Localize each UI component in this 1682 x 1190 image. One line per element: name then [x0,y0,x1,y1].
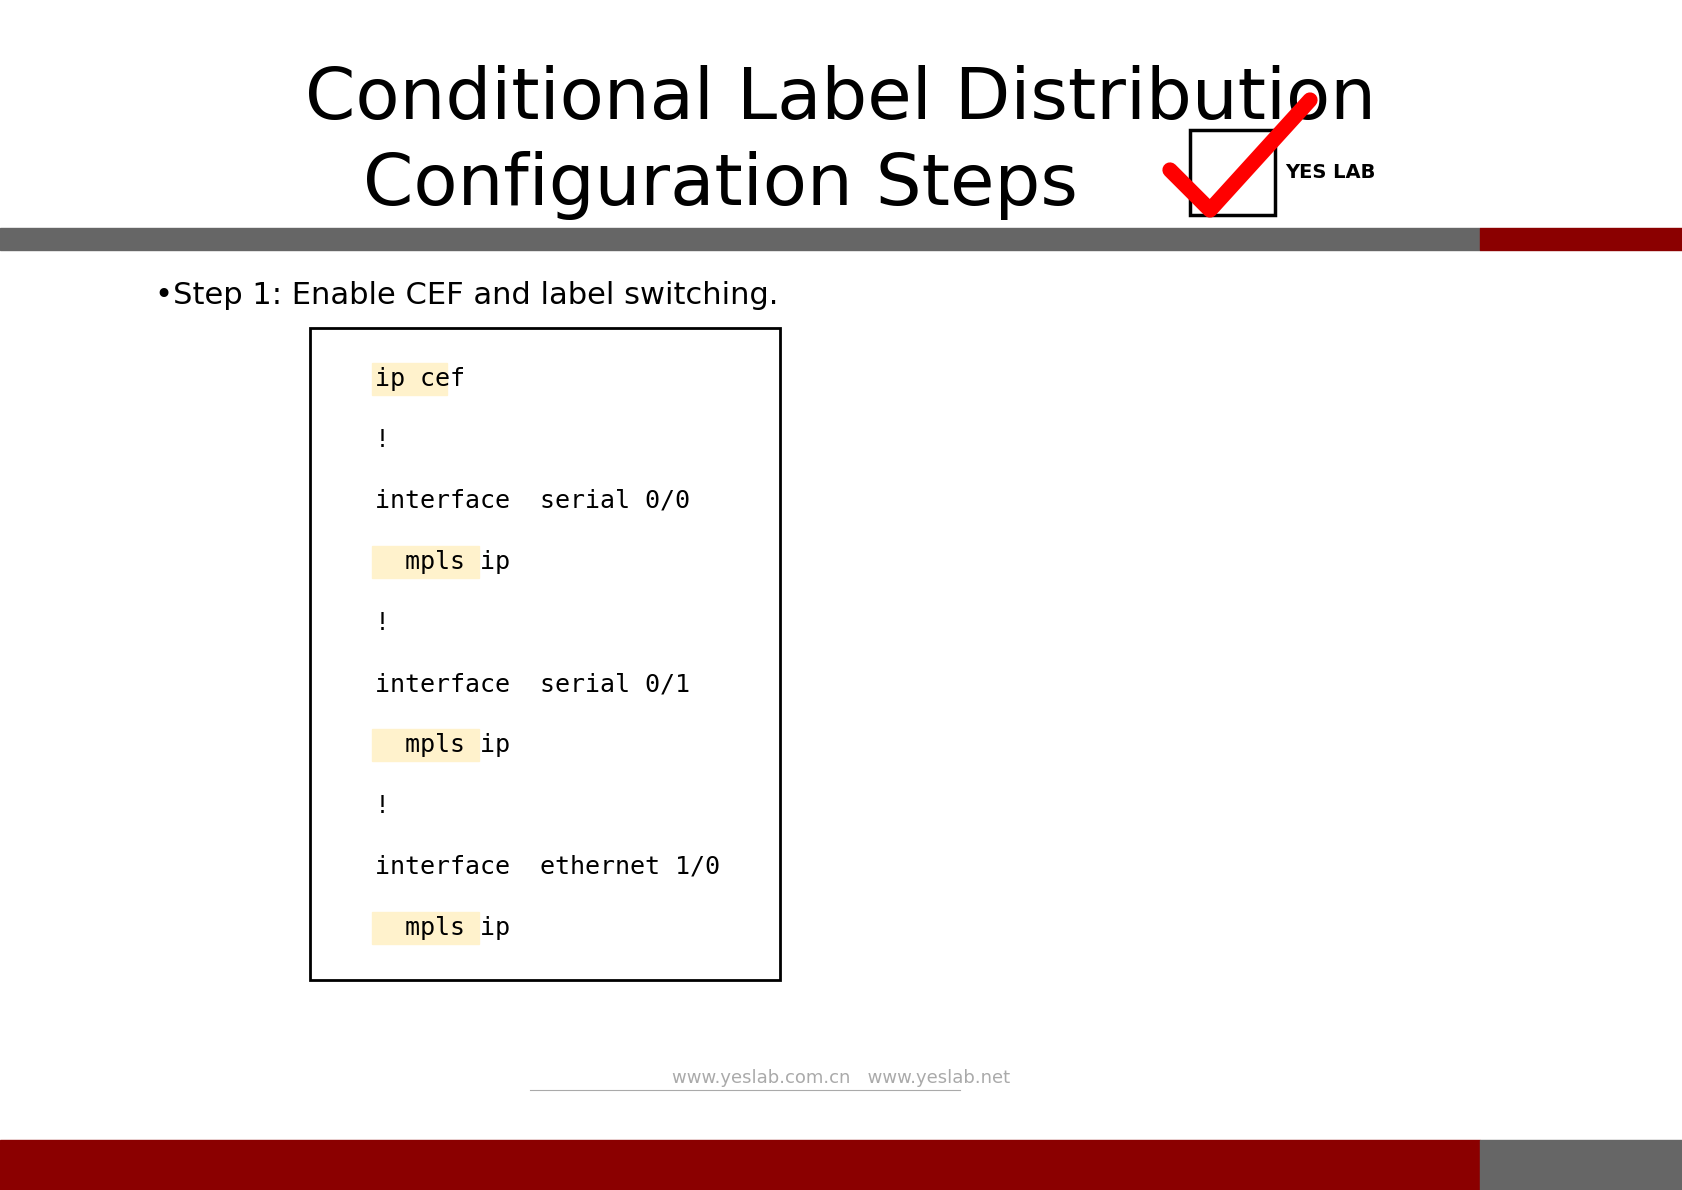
Text: •Step 1: Enable CEF and label switching.: •Step 1: Enable CEF and label switching. [155,281,777,309]
FancyBboxPatch shape [1189,130,1275,215]
Text: Conditional Label Distribution: Conditional Label Distribution [306,65,1376,134]
Bar [309,328,779,981]
Text: !: ! [375,794,390,818]
Bar [1478,1140,1682,1190]
Text: interface  serial 0/0: interface serial 0/0 [375,489,690,513]
Text: interface  ethernet 1/0: interface ethernet 1/0 [375,854,720,879]
Text: YES LAB: YES LAB [1285,163,1374,182]
Text: interface  serial 0/1: interface serial 0/1 [375,672,690,696]
Bar [372,546,479,578]
Bar [0,1140,1478,1190]
Text: mpls ip: mpls ip [375,733,510,757]
Text: Configuration Steps: Configuration Steps [362,150,1076,219]
Bar [372,912,479,944]
Text: www.yeslab.com.cn   www.yeslab.net: www.yeslab.com.cn www.yeslab.net [671,1069,1009,1086]
Bar [0,228,1478,250]
Bar [1478,228,1682,250]
Text: !: ! [375,428,390,452]
Text: ip cef: ip cef [375,367,464,392]
Bar [372,729,479,760]
Bar [372,363,446,395]
Text: mpls ip: mpls ip [375,916,510,940]
Text: mpls ip: mpls ip [375,550,510,574]
Text: !: ! [375,610,390,635]
